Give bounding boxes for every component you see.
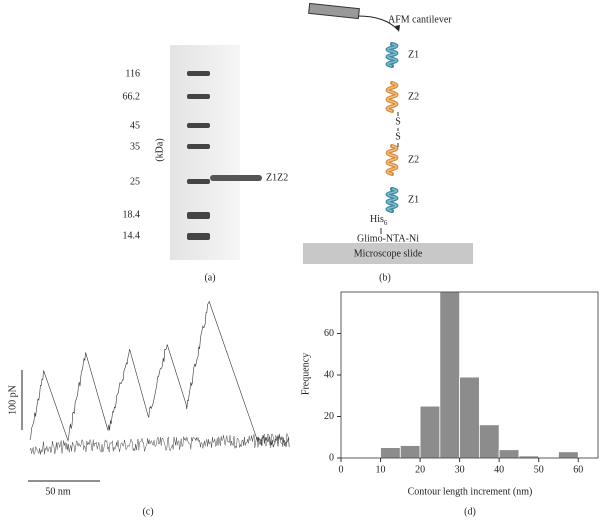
- gel: [170, 45, 240, 260]
- s-label: S: [395, 131, 401, 142]
- y-axis-label: Frequency: [300, 353, 311, 395]
- marker-label: 116: [125, 68, 140, 79]
- gel-axis-label: (kDa): [154, 138, 165, 161]
- extend-trace: [29, 300, 290, 448]
- cantilever: [308, 2, 360, 20]
- domain-strand: [386, 82, 398, 112]
- marker-label: 66.2: [123, 91, 141, 102]
- y-tick-label: 60: [324, 328, 334, 339]
- x-tick-label: 60: [573, 464, 583, 475]
- y-tick-label: 20: [324, 411, 334, 422]
- force-scale-label: 100 pN: [7, 385, 18, 415]
- marker-band: [187, 71, 210, 76]
- x-tick-label: 50: [534, 464, 544, 475]
- bar: [478, 424, 500, 459]
- band-label: Z1Z2: [266, 172, 288, 183]
- bar: [419, 405, 441, 459]
- force-trace: [29, 300, 290, 456]
- caption: (d): [464, 506, 476, 517]
- bar: [459, 376, 480, 459]
- his-label: His6: [370, 214, 388, 226]
- marker-band: [187, 179, 210, 184]
- domain-label: Z1: [408, 49, 419, 60]
- marker-label: 35: [130, 141, 140, 152]
- linker-label: Glimo-NTA-Ni: [357, 233, 419, 244]
- x-tick-label: 30: [455, 464, 465, 475]
- his: His: [370, 214, 384, 225]
- slide-label: Microscope slide: [354, 248, 423, 259]
- marker-label: 25: [130, 176, 140, 187]
- x-axis-label: Contour length increment (nm): [408, 486, 533, 497]
- x-tick-label: 40: [494, 464, 504, 475]
- marker-label: 14.4: [123, 230, 141, 241]
- y-tick-label: 40: [324, 369, 334, 380]
- caption: (b): [379, 272, 391, 283]
- marker-band: [187, 144, 210, 149]
- length-scale-label: 50 nm: [45, 486, 71, 497]
- s-label: S: [395, 116, 401, 127]
- arrowhead: [395, 25, 400, 32]
- caption: (a): [204, 272, 215, 283]
- sample-band: [210, 175, 262, 181]
- domain-label: Z2: [408, 91, 419, 102]
- marker-band: [187, 123, 210, 128]
- domain-strand: [386, 145, 398, 175]
- bar: [439, 291, 461, 459]
- arrow: [357, 15, 399, 31]
- marker-label: 18.4: [123, 209, 141, 220]
- his-sub: 6: [384, 219, 388, 227]
- marker-band: [187, 212, 210, 219]
- y-tick-label: 0: [329, 452, 334, 463]
- caption: (c): [142, 506, 153, 517]
- bar: [558, 451, 579, 459]
- x-tick-label: 0: [339, 464, 344, 475]
- marker-band: [187, 233, 210, 240]
- domain-label: Z1: [408, 194, 419, 205]
- retract-trace: [29, 432, 290, 456]
- bar: [498, 449, 520, 459]
- cantilever-label: AFM cantilever: [388, 14, 452, 25]
- x-tick-label: 20: [415, 464, 425, 475]
- domain-strand: [386, 188, 398, 212]
- slide: [303, 243, 473, 264]
- x-tick-label: 10: [376, 464, 386, 475]
- bar: [399, 445, 421, 459]
- bar: [380, 447, 401, 459]
- proteins: [385, 42, 399, 213]
- marker-label: 45: [130, 120, 140, 131]
- domain-strand: [386, 43, 398, 67]
- marker-band: [187, 94, 210, 99]
- gel-bands: [187, 71, 210, 240]
- domain-label: Z2: [408, 154, 419, 165]
